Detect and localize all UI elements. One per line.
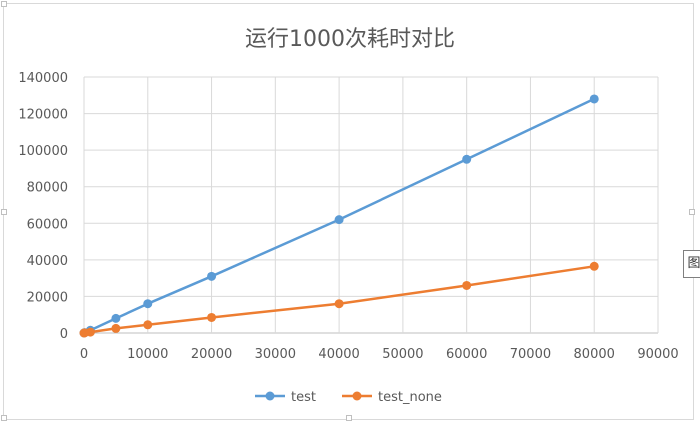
- x-tick-label: 50000: [382, 347, 423, 362]
- data-point[interactable]: [589, 94, 599, 104]
- data-point[interactable]: [589, 261, 599, 271]
- x-tick-label: 80000: [574, 347, 615, 362]
- resize-handle-bottom-left[interactable]: [1, 415, 7, 421]
- data-point[interactable]: [143, 299, 153, 309]
- resize-handle-bottom[interactable]: [346, 415, 352, 421]
- y-tick-label: 20000: [27, 290, 68, 305]
- data-point[interactable]: [462, 154, 472, 164]
- chart-frame[interactable]: [1, 1, 695, 421]
- y-tick-label: 100000: [18, 144, 68, 159]
- x-tick-label: 40000: [318, 347, 359, 362]
- x-tick-label: 30000: [255, 347, 296, 362]
- y-tick-label: 140000: [18, 71, 68, 86]
- data-point[interactable]: [462, 280, 472, 290]
- resize-handle-top-left[interactable]: [1, 1, 7, 7]
- data-point[interactable]: [334, 215, 344, 225]
- legend-label: test: [291, 390, 316, 405]
- y-tick-label: 80000: [27, 181, 68, 196]
- legend-item[interactable]: test: [255, 390, 316, 405]
- x-tick-label: 0: [80, 347, 88, 362]
- y-tick-label: 40000: [27, 254, 68, 269]
- x-tick-label: 10000: [127, 347, 168, 362]
- data-point[interactable]: [207, 271, 217, 281]
- chart-title: 运行1000次耗时对比: [245, 27, 455, 52]
- y-tick-label: 120000: [18, 108, 68, 123]
- data-point[interactable]: [111, 313, 121, 323]
- y-tick-label: 0: [60, 327, 68, 342]
- data-point[interactable]: [111, 323, 121, 333]
- resize-handle-left[interactable]: [1, 209, 7, 215]
- data-point[interactable]: [334, 299, 344, 309]
- legend-label: test_none: [378, 390, 442, 405]
- data-point[interactable]: [85, 327, 95, 337]
- series-test_none: [79, 261, 599, 338]
- resize-handle-right[interactable]: [689, 209, 695, 215]
- x-tick-label: 60000: [446, 347, 487, 362]
- data-point[interactable]: [207, 312, 217, 322]
- legend-marker: [265, 391, 275, 401]
- legend-item[interactable]: test_none: [342, 390, 442, 405]
- side-tag[interactable]: 图: [683, 250, 700, 278]
- y-tick-label: 60000: [27, 217, 68, 232]
- x-tick-label: 90000: [637, 347, 678, 362]
- data-point[interactable]: [143, 320, 153, 330]
- x-tick-label: 20000: [191, 347, 232, 362]
- x-tick-label: 70000: [510, 347, 551, 362]
- legend-marker: [352, 391, 362, 401]
